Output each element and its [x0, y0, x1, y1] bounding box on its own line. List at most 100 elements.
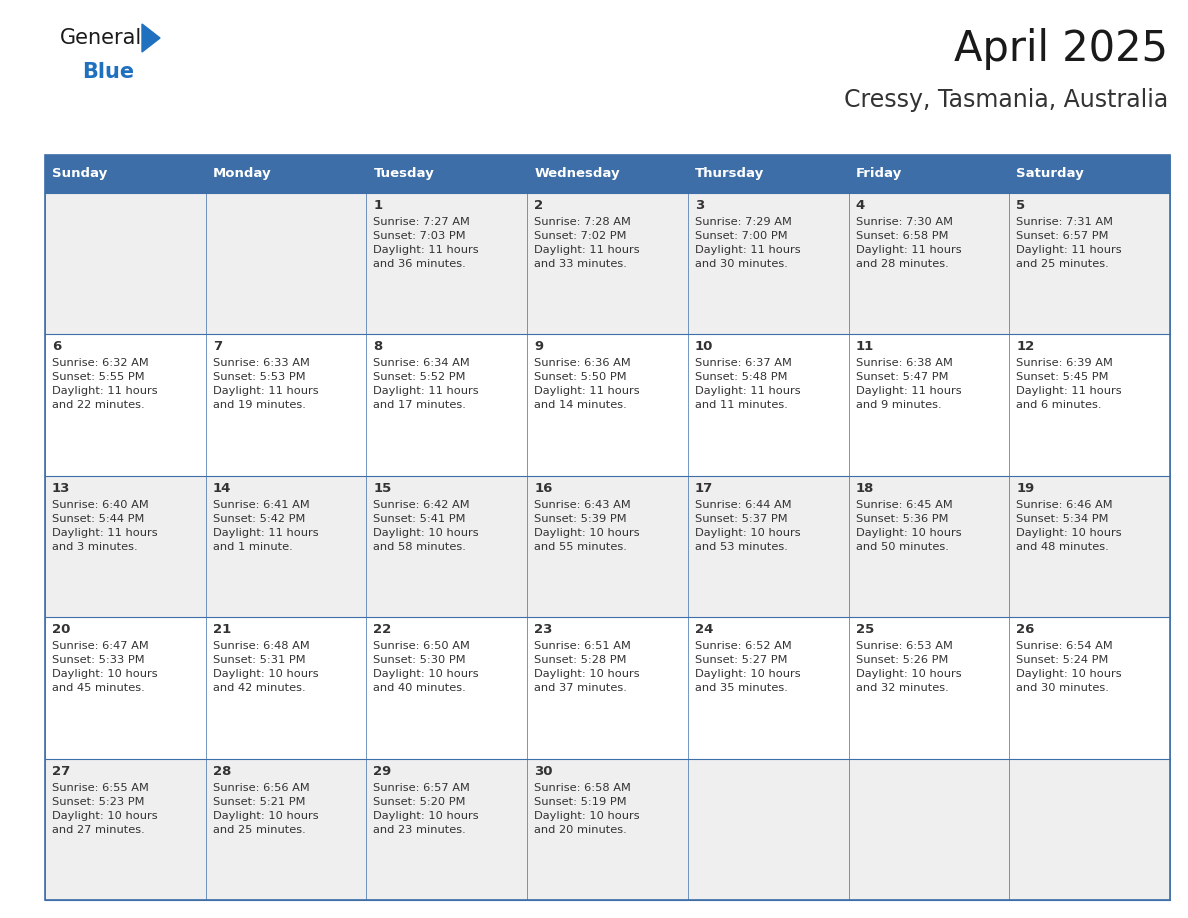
Text: Daylight: 10 hours: Daylight: 10 hours	[535, 811, 640, 821]
Text: Sunset: 5:37 PM: Sunset: 5:37 PM	[695, 514, 788, 524]
Text: Sunset: 6:58 PM: Sunset: 6:58 PM	[855, 231, 948, 241]
Text: Sunrise: 6:47 AM: Sunrise: 6:47 AM	[52, 641, 148, 651]
Text: Sunrise: 6:42 AM: Sunrise: 6:42 AM	[373, 499, 470, 509]
Text: Sunrise: 6:40 AM: Sunrise: 6:40 AM	[52, 499, 148, 509]
Text: and 27 minutes.: and 27 minutes.	[52, 824, 145, 834]
Text: 28: 28	[213, 765, 232, 778]
Text: and 40 minutes.: and 40 minutes.	[373, 683, 466, 693]
Text: Daylight: 11 hours: Daylight: 11 hours	[535, 245, 640, 255]
Text: and 37 minutes.: and 37 minutes.	[535, 683, 627, 693]
Text: 1: 1	[373, 199, 383, 212]
Text: Daylight: 10 hours: Daylight: 10 hours	[695, 669, 801, 679]
Text: 17: 17	[695, 482, 713, 495]
Text: 15: 15	[373, 482, 392, 495]
Text: Sunrise: 6:53 AM: Sunrise: 6:53 AM	[855, 641, 953, 651]
Text: 8: 8	[373, 341, 383, 353]
Text: Sunrise: 7:31 AM: Sunrise: 7:31 AM	[1016, 217, 1113, 227]
Text: Daylight: 11 hours: Daylight: 11 hours	[1016, 386, 1121, 397]
Text: Daylight: 11 hours: Daylight: 11 hours	[535, 386, 640, 397]
Text: Sunrise: 6:52 AM: Sunrise: 6:52 AM	[695, 641, 791, 651]
Text: Sunrise: 6:48 AM: Sunrise: 6:48 AM	[213, 641, 309, 651]
Text: Sunset: 5:19 PM: Sunset: 5:19 PM	[535, 797, 627, 807]
Text: and 3 minutes.: and 3 minutes.	[52, 542, 138, 552]
Text: Sunrise: 6:57 AM: Sunrise: 6:57 AM	[373, 783, 470, 792]
Text: and 25 minutes.: and 25 minutes.	[213, 824, 305, 834]
Text: Cressy, Tasmania, Australia: Cressy, Tasmania, Australia	[843, 88, 1168, 112]
Text: Sunset: 5:23 PM: Sunset: 5:23 PM	[52, 797, 145, 807]
Text: Daylight: 11 hours: Daylight: 11 hours	[1016, 245, 1121, 255]
Text: Sunset: 5:48 PM: Sunset: 5:48 PM	[695, 373, 788, 383]
Text: Thursday: Thursday	[695, 167, 764, 181]
Text: Sunset: 7:02 PM: Sunset: 7:02 PM	[535, 231, 626, 241]
Text: 6: 6	[52, 341, 62, 353]
Text: and 28 minutes.: and 28 minutes.	[855, 259, 948, 269]
Text: and 25 minutes.: and 25 minutes.	[1016, 259, 1110, 269]
Text: 7: 7	[213, 341, 222, 353]
Text: Daylight: 10 hours: Daylight: 10 hours	[535, 669, 640, 679]
Text: Sunrise: 6:33 AM: Sunrise: 6:33 AM	[213, 358, 310, 368]
Text: Daylight: 11 hours: Daylight: 11 hours	[213, 528, 318, 538]
Text: Sunset: 7:03 PM: Sunset: 7:03 PM	[373, 231, 466, 241]
Text: 23: 23	[535, 623, 552, 636]
Text: Sunset: 5:27 PM: Sunset: 5:27 PM	[695, 655, 788, 666]
Bar	[688, 155, 848, 193]
Bar	[45, 476, 1170, 617]
Text: Daylight: 11 hours: Daylight: 11 hours	[213, 386, 318, 397]
Text: Sunrise: 6:50 AM: Sunrise: 6:50 AM	[373, 641, 470, 651]
Text: Daylight: 10 hours: Daylight: 10 hours	[535, 528, 640, 538]
Text: Sunrise: 7:28 AM: Sunrise: 7:28 AM	[535, 217, 631, 227]
Text: 29: 29	[373, 765, 392, 778]
Text: Sunset: 5:26 PM: Sunset: 5:26 PM	[855, 655, 948, 666]
Text: Sunrise: 7:27 AM: Sunrise: 7:27 AM	[373, 217, 470, 227]
Text: Daylight: 11 hours: Daylight: 11 hours	[855, 245, 961, 255]
Text: Wednesday: Wednesday	[535, 167, 620, 181]
Bar	[1010, 155, 1170, 193]
Text: 19: 19	[1016, 482, 1035, 495]
Text: Daylight: 10 hours: Daylight: 10 hours	[1016, 669, 1121, 679]
Text: Sunrise: 6:45 AM: Sunrise: 6:45 AM	[855, 499, 953, 509]
Text: 21: 21	[213, 623, 230, 636]
Bar	[45, 758, 1170, 900]
Text: Sunset: 5:24 PM: Sunset: 5:24 PM	[1016, 655, 1108, 666]
Text: Tuesday: Tuesday	[373, 167, 434, 181]
Text: 11: 11	[855, 341, 874, 353]
Text: Sunrise: 6:41 AM: Sunrise: 6:41 AM	[213, 499, 309, 509]
Text: Sunset: 5:47 PM: Sunset: 5:47 PM	[855, 373, 948, 383]
Text: 10: 10	[695, 341, 713, 353]
Text: and 17 minutes.: and 17 minutes.	[373, 400, 467, 410]
Text: 13: 13	[52, 482, 70, 495]
Text: Sunrise: 7:30 AM: Sunrise: 7:30 AM	[855, 217, 953, 227]
Text: and 42 minutes.: and 42 minutes.	[213, 683, 305, 693]
Text: 14: 14	[213, 482, 232, 495]
Text: 4: 4	[855, 199, 865, 212]
Text: Sunset: 5:45 PM: Sunset: 5:45 PM	[1016, 373, 1108, 383]
Text: Sunset: 5:20 PM: Sunset: 5:20 PM	[373, 797, 466, 807]
Text: Daylight: 10 hours: Daylight: 10 hours	[52, 669, 158, 679]
Text: Daylight: 10 hours: Daylight: 10 hours	[855, 528, 961, 538]
Text: 12: 12	[1016, 341, 1035, 353]
Text: Sunset: 5:55 PM: Sunset: 5:55 PM	[52, 373, 145, 383]
Text: Sunset: 5:34 PM: Sunset: 5:34 PM	[1016, 514, 1108, 524]
Text: Daylight: 11 hours: Daylight: 11 hours	[52, 386, 158, 397]
Text: Sunset: 5:31 PM: Sunset: 5:31 PM	[213, 655, 305, 666]
Text: and 30 minutes.: and 30 minutes.	[1016, 683, 1110, 693]
Text: Sunset: 5:41 PM: Sunset: 5:41 PM	[373, 514, 466, 524]
Text: and 58 minutes.: and 58 minutes.	[373, 542, 467, 552]
Text: Sunrise: 6:32 AM: Sunrise: 6:32 AM	[52, 358, 148, 368]
Text: and 22 minutes.: and 22 minutes.	[52, 400, 145, 410]
Text: April 2025: April 2025	[954, 28, 1168, 70]
Text: Sunset: 5:44 PM: Sunset: 5:44 PM	[52, 514, 145, 524]
Text: Sunset: 5:30 PM: Sunset: 5:30 PM	[373, 655, 466, 666]
Text: 16: 16	[535, 482, 552, 495]
Text: 30: 30	[535, 765, 552, 778]
Text: 9: 9	[535, 341, 543, 353]
Text: Daylight: 10 hours: Daylight: 10 hours	[1016, 528, 1121, 538]
Text: Sunrise: 6:51 AM: Sunrise: 6:51 AM	[535, 641, 631, 651]
Text: Daylight: 10 hours: Daylight: 10 hours	[373, 528, 479, 538]
Text: Daylight: 10 hours: Daylight: 10 hours	[213, 669, 318, 679]
Text: Sunday: Sunday	[52, 167, 107, 181]
Text: Daylight: 11 hours: Daylight: 11 hours	[855, 386, 961, 397]
Text: 26: 26	[1016, 623, 1035, 636]
Text: and 32 minutes.: and 32 minutes.	[855, 683, 948, 693]
Bar	[206, 155, 366, 193]
